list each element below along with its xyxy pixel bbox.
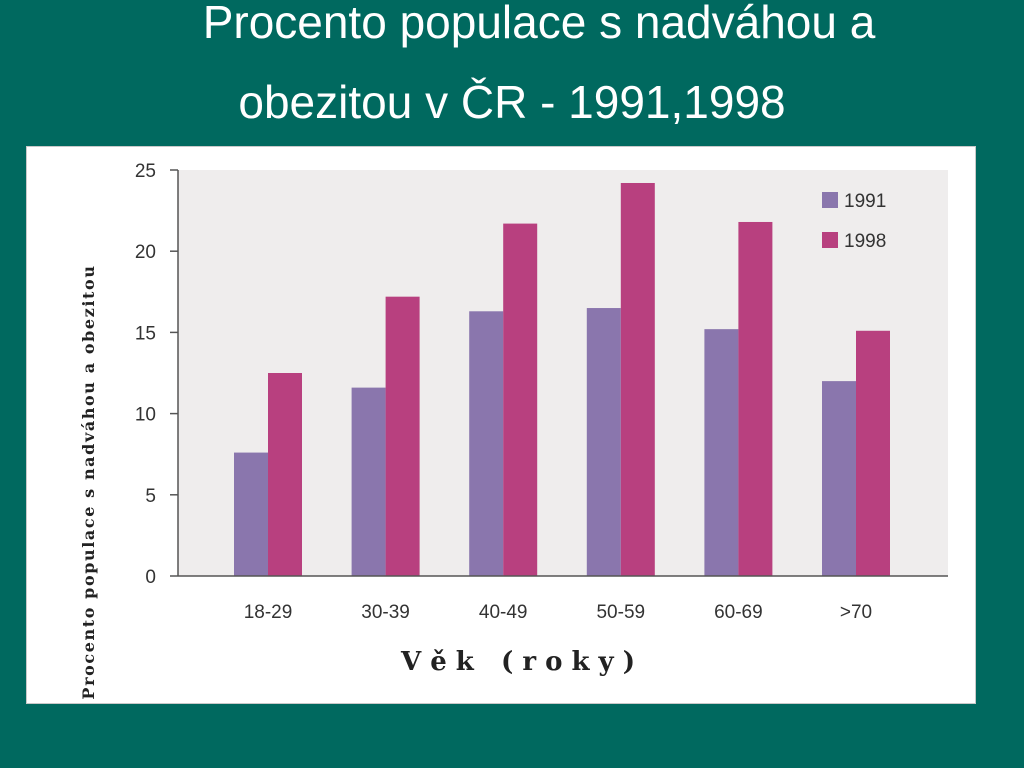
legend-swatch-1991: [822, 192, 838, 208]
x-tick-label: 50-59: [596, 602, 645, 623]
bar-1991->70: [822, 381, 856, 576]
bar-1991-18-29: [234, 452, 268, 576]
slide-title-line-1: Procento populace s nadváhou a: [202, 0, 876, 48]
y-tick-label: 0: [145, 567, 156, 588]
y-tick-label: 20: [135, 242, 156, 263]
chart-panel: 0 5 10 15 20 25 18-29 30-39 40-49 50-59 60-69 >70 …: [26, 146, 976, 704]
plot-area: [178, 170, 948, 576]
x-tick-label: 40-49: [479, 602, 528, 623]
bar-1998->70: [856, 330, 890, 576]
bar-1998-60-69: [738, 221, 773, 576]
y-tick-label: 5: [145, 486, 156, 507]
y-tick-label: 15: [135, 323, 156, 344]
x-tick-label: 30-39: [361, 602, 410, 623]
legend-swatch-1998: [822, 232, 838, 248]
bar-1998-50-59: [620, 182, 655, 576]
x-tick-label: >70: [840, 602, 872, 623]
x-axis: 18-29 30-39 40-49 50-59 60-69 >70: [178, 575, 948, 623]
legend: 1991 1998: [822, 191, 886, 252]
y-tick-label: 10: [135, 405, 156, 426]
slide-title: Procento populace s nadváhou a obezitou …: [0, 0, 1024, 142]
bar-1991-30-39: [351, 387, 386, 576]
bar-1998-40-49: [503, 223, 538, 576]
y-tick-label: 25: [135, 161, 156, 182]
legend-label-1991: 1991: [844, 191, 886, 212]
bar-1991-60-69: [704, 329, 739, 576]
bar-1991-40-49: [469, 311, 504, 576]
slide-title-line-2: obezitou v ČR - 1991,1998: [238, 76, 786, 128]
y-axis: 0 5 10 15 20 25: [135, 161, 179, 588]
bar-1991-50-59: [586, 308, 621, 576]
x-axis-title: V ě k ( r o k y ): [400, 647, 635, 677]
x-tick-label: 60-69: [714, 602, 763, 623]
y-axis-title: Procento populace s nadváhou a obezitou: [79, 264, 98, 699]
x-tick-label: 18-29: [244, 602, 293, 623]
bar-group: [234, 182, 890, 576]
bar-1998-18-29: [268, 373, 302, 576]
legend-label-1998: 1998: [844, 231, 886, 252]
bar-1998-30-39: [385, 296, 420, 576]
